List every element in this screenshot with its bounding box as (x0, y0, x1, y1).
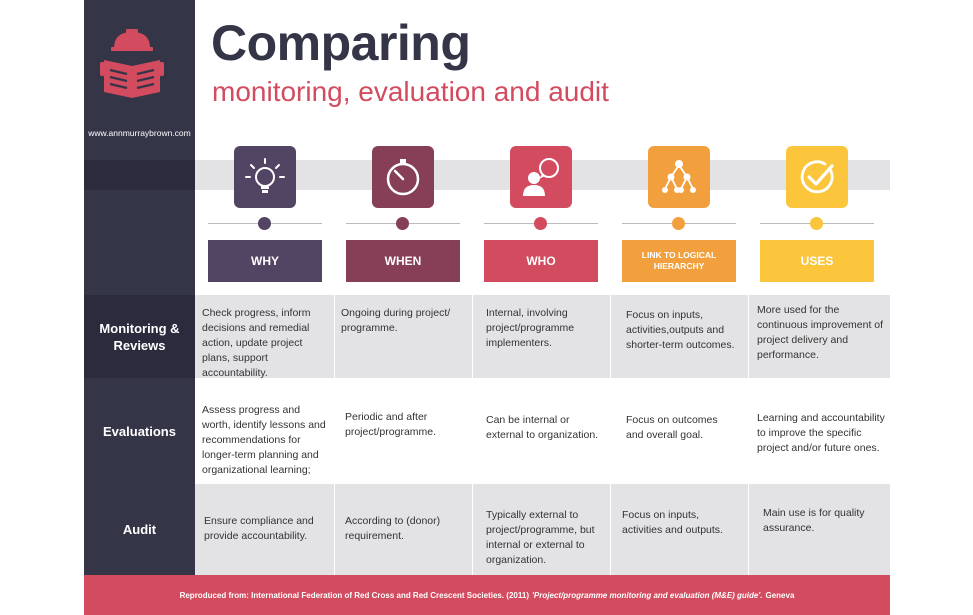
table-cell: Learning and accountability to improve t… (757, 412, 885, 454)
header-band (84, 160, 890, 190)
checkmark-icon (786, 146, 848, 208)
column-label-who: WHO (484, 240, 598, 282)
timeline-dot (672, 217, 685, 230)
footer-citation: Reproduced from: International Federatio… (84, 575, 890, 615)
table-cell: Internal, involving project/programme im… (486, 307, 575, 349)
table-cell: More used for the continuous improvement… (757, 304, 884, 361)
row-shade-audit (195, 484, 890, 575)
stopwatch-icon (372, 146, 434, 208)
column-label-link: LINK TO LOGICAL HIERARCHY (622, 240, 736, 282)
table-cell: Typically external to project/programme,… (486, 509, 595, 566)
row-label-evaluations: Evaluations (103, 423, 176, 439)
column-why: WHY (208, 146, 322, 284)
table-cell: Can be internal or external to organizat… (486, 414, 599, 441)
column-label-why: WHY (208, 240, 322, 282)
hierarchy-icon (648, 146, 710, 208)
row-label-monitoring: Monitoring & Reviews (84, 295, 195, 378)
column-who: WHO (484, 146, 598, 284)
citation-prefix: Reproduced from: International Federatio… (179, 590, 529, 600)
column-label-when: WHEN (346, 240, 460, 282)
table-cell: Focus on inputs, activities,outputs and … (626, 309, 735, 351)
reader-logo-icon (100, 29, 164, 98)
column-label-uses: USES (760, 240, 874, 282)
citation-work: 'Project/programme monitoring and evalua… (532, 590, 763, 600)
person-speech-icon (510, 146, 572, 208)
table-cell: Check progress, inform decisions and rem… (202, 307, 311, 379)
table-cell: Focus on outcomes and overall goal. (626, 414, 718, 441)
site-url[interactable]: www.annmurraybrown.com (88, 128, 191, 138)
timeline-dot (258, 217, 271, 230)
table-cell: According to (donor) requirement. (345, 515, 441, 542)
header-band-dark (84, 160, 195, 190)
table-cell: Assess progress and worth, identify less… (202, 404, 326, 476)
column-when: WHEN (346, 146, 460, 284)
table-cell: Focus on inputs, activities and outputs. (622, 509, 723, 536)
page-title: Comparing (211, 15, 471, 71)
timeline-dot (534, 217, 547, 230)
table-cell: Ensure compliance and provide accountabi… (204, 515, 314, 542)
timeline-dot (396, 217, 409, 230)
column-link: LINK TO LOGICAL HIERARCHY (622, 146, 736, 284)
timeline-dot (810, 217, 823, 230)
row-label-audit: Audit (122, 522, 157, 537)
citation-suffix: Geneva (765, 590, 795, 600)
column-uses: USES (760, 146, 874, 284)
row-shade-monitoring (195, 295, 890, 378)
table-cell: Periodic and after project/programme. (345, 411, 437, 438)
page-subtitle: monitoring, evaluation and audit (212, 76, 609, 107)
lightbulb-icon (234, 146, 296, 208)
table-cell: Main use is for quality assurance. (763, 507, 865, 534)
table-cell: Ongoing during project/ programme. (341, 307, 451, 334)
